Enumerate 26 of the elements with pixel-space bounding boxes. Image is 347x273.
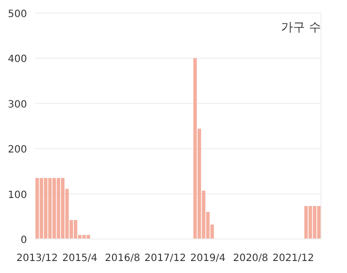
x-tick-label: 2019/4 bbox=[190, 253, 226, 264]
bar bbox=[48, 178, 52, 239]
bar bbox=[308, 206, 312, 239]
x-tick-label: 2013/12 bbox=[16, 253, 58, 264]
y-tick-label: 300 bbox=[8, 99, 27, 110]
bar bbox=[35, 178, 39, 239]
x-tick-label: 2021/12 bbox=[272, 253, 314, 264]
text: 가구 수 bbox=[281, 20, 321, 34]
bar bbox=[52, 178, 56, 239]
x-tick-label: 2015/4 bbox=[62, 253, 98, 264]
bar bbox=[193, 58, 197, 239]
y-tick-label: 0 bbox=[20, 235, 27, 246]
y-tick-label: 400 bbox=[8, 54, 27, 66]
y-tick-label: 100 bbox=[8, 190, 27, 201]
x-tick-label: 2017/12 bbox=[144, 253, 186, 264]
y-tick-label: 500 bbox=[8, 9, 27, 20]
x-tick-label: 2020/8 bbox=[232, 253, 268, 264]
bar bbox=[317, 206, 321, 239]
bar bbox=[304, 206, 308, 239]
bar bbox=[74, 220, 78, 239]
x-tick-label: 2016/8 bbox=[104, 253, 140, 264]
bar bbox=[56, 178, 60, 239]
bar bbox=[312, 206, 316, 239]
bar bbox=[40, 178, 44, 239]
bar bbox=[44, 178, 48, 239]
y-tick-label: 200 bbox=[8, 144, 27, 156]
